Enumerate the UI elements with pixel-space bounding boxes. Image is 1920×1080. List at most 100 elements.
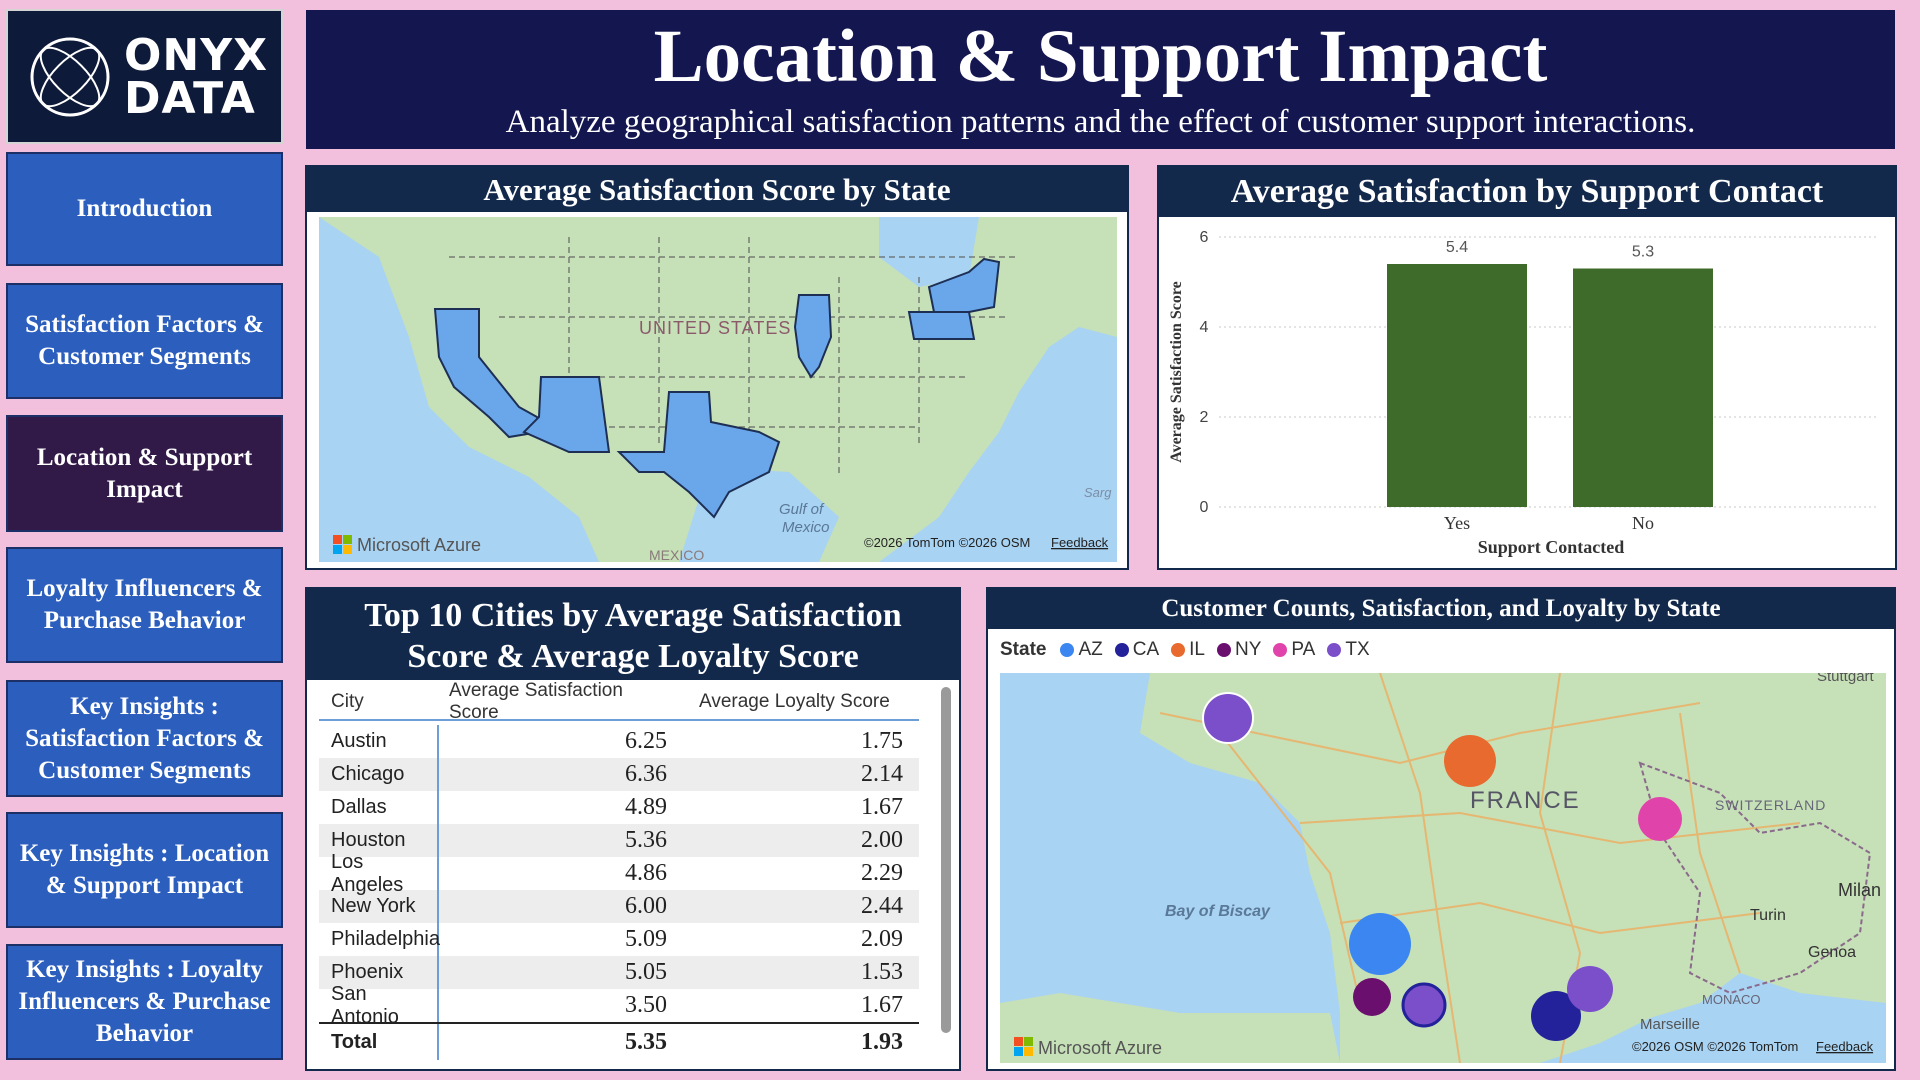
data-label: 5.3 (1632, 244, 1654, 261)
map-copyright: ©2026 TomTom ©2026 OSM (864, 535, 1030, 550)
bubble-map-brand: Microsoft Azure (1038, 1038, 1162, 1058)
svg-text:Sarg: Sarg (1084, 485, 1112, 500)
table-row: Los Angeles 4.86 2.29 (319, 851, 919, 896)
table-scrollbar[interactable] (941, 687, 951, 1033)
svg-text:Milan: Milan (1838, 880, 1881, 900)
bubble-tx-3 (1567, 966, 1613, 1012)
svg-text:Mexico: Mexico (782, 519, 830, 536)
column-header-city[interactable]: City (331, 691, 364, 712)
svg-text:Turin: Turin (1750, 907, 1786, 924)
cities-table: City Average Satisfaction Score Average … (319, 680, 919, 1060)
legend-item-ca[interactable]: CA (1114, 639, 1159, 661)
legend-dot (1273, 643, 1288, 657)
bubble-tx-1 (1202, 692, 1254, 744)
y-axis-label: Average Satisfaction Score (1168, 281, 1185, 463)
legend-item-tx[interactable]: TX (1327, 639, 1370, 661)
column-header-satisfaction[interactable]: Average Satisfaction Score (449, 680, 623, 723)
table-row: New York 6.00 2.44 (319, 890, 919, 923)
france-bubble-map[interactable]: FRANCE SWITZERLAND Bay of Biscay Milan T… (1000, 673, 1886, 1063)
x-tick-label: No (1632, 513, 1654, 533)
bubble-map-feedback-link: Feedback (1816, 1039, 1874, 1054)
svg-text:Stuttgart: Stuttgart (1817, 673, 1875, 685)
legend-item-ny[interactable]: NY (1217, 639, 1261, 661)
svg-text:SWITZERLAND: SWITZERLAND (1715, 797, 1826, 813)
support-contact-chart-panel: Average Satisfaction by Support Contact … (1157, 165, 1897, 570)
table-total-row: Total 5.35 1.93 (319, 1022, 919, 1060)
table-title-line-2: Score & Average Loyalty Score (407, 638, 859, 675)
nav-introduction-button[interactable]: Introduction (6, 152, 283, 266)
svg-text:Genoa: Genoa (1808, 944, 1856, 961)
svg-text:Bay of Biscay: Bay of Biscay (1165, 903, 1271, 920)
nav-satisfaction-factors-button[interactable]: Satisfaction Factors & Customer Segments (6, 283, 283, 399)
page-title: Location & Support Impact (653, 15, 1548, 98)
y-tick-label: 0 (1200, 499, 1209, 516)
legend-dot (1171, 643, 1186, 657)
bubble-tx-2 (1401, 982, 1447, 1028)
nav-label: Introduction (76, 195, 213, 222)
bubble-pa (1638, 797, 1682, 841)
us-map[interactable]: UNITED STATES Gulf of Mexico MEXICO Sarg… (319, 217, 1117, 562)
svg-text:Gulf of: Gulf of (779, 501, 825, 518)
nav-label: Location & Support Impact (36, 443, 253, 503)
legend-item-az[interactable]: AZ (1060, 639, 1103, 661)
state-map-panel: Average Satisfaction Score by State (305, 165, 1129, 570)
bar-yes (1387, 264, 1527, 507)
france-label: FRANCE (1470, 787, 1581, 814)
legend-dot (1060, 643, 1075, 657)
y-tick-label: 4 (1200, 319, 1209, 336)
column-header-loyalty[interactable]: Average Loyalty Score (699, 691, 890, 712)
bubble-il (1444, 735, 1496, 787)
legend-item-il[interactable]: IL (1171, 639, 1205, 661)
state-bubble-map-panel: Customer Counts, Satisfaction, and Loyal… (986, 587, 1896, 1071)
legend-dot (1217, 643, 1232, 657)
logo-line-1: ONYX (124, 29, 269, 81)
bar-chart-title: Average Satisfaction by Support Contact (1159, 167, 1895, 217)
top-cities-table-panel: Top 10 Cities by Average Satisfaction Sc… (305, 587, 961, 1071)
map-feedback-link: Feedback (1051, 535, 1109, 550)
legend-title: State (1000, 639, 1047, 660)
bubble-map-legend: State AZ CA IL NY PA TX (1000, 639, 1376, 661)
nav-key-insights-satisfaction-button[interactable]: Key Insights : Satisfaction Factors & Cu… (6, 680, 283, 797)
bubble-ca (1531, 991, 1581, 1041)
nav-label: Loyalty Influencers & Purchase Behavior (26, 575, 263, 634)
x-tick-label: Yes (1444, 513, 1470, 533)
microsoft-logo-icon (1014, 1037, 1033, 1056)
nav-key-insights-location-button[interactable]: Key Insights : Location & Support Impact (6, 812, 283, 928)
arizona-shape (522, 376, 611, 453)
support-contact-bar-chart: 0 2 4 6 5.4 Yes 5.3 No Support Contacted Average … (1168, 229, 1879, 557)
table-scrollbar-thumb[interactable] (941, 687, 951, 1033)
bubble-ny (1353, 978, 1391, 1016)
bubble-map-title: Customer Counts, Satisfaction, and Loyal… (988, 589, 1894, 629)
table-row: San Antonio 3.50 1.67 (319, 983, 919, 1028)
table-row: Chicago 6.36 2.14 (319, 758, 919, 791)
svg-text:MEXICO: MEXICO (649, 547, 704, 562)
texas-shape (616, 391, 781, 519)
svg-text:MONACO: MONACO (1702, 992, 1761, 1007)
page-header: Location & Support Impact Analyze geogra… (306, 10, 1895, 149)
table-row: Phoenix 5.05 1.53 (319, 956, 919, 989)
country-label: UNITED STATES (639, 318, 791, 338)
table-row: Dallas 4.89 1.67 (319, 791, 919, 824)
state-map-title: Average Satisfaction Score by State (307, 167, 1127, 212)
table-row: Houston 5.36 2.00 (319, 824, 919, 857)
onyx-data-logo: ONYX DATA (6, 9, 283, 144)
y-tick-label: 2 (1200, 409, 1209, 426)
legend-dot (1114, 643, 1129, 657)
table-row: Austin 6.25 1.75 (319, 725, 919, 758)
illinois-shape (793, 294, 833, 379)
data-label: 5.4 (1446, 239, 1468, 256)
microsoft-logo-icon (333, 535, 352, 554)
pennsylvania-shape (907, 311, 976, 340)
table-title-line-1: Top 10 Cities by Average Satisfaction (364, 597, 902, 634)
y-tick-label: 6 (1200, 229, 1209, 246)
nav-key-insights-loyalty-button[interactable]: Key Insights : Loyalty Influencers & Pur… (6, 944, 283, 1060)
map-brand: Microsoft Azure (357, 535, 481, 555)
legend-item-pa[interactable]: PA (1273, 639, 1315, 661)
nav-label: Key Insights : Loyalty Influencers & Pur… (18, 956, 271, 1047)
nav-label: Satisfaction Factors & Customer Segments (25, 311, 264, 370)
nav-label: Key Insights : Location & Support Impact (19, 840, 270, 899)
bubble-az (1349, 913, 1411, 975)
nav-loyalty-influencers-button[interactable]: Loyalty Influencers & Purchase Behavior (6, 547, 283, 663)
svg-text:Marseille: Marseille (1640, 1016, 1700, 1033)
nav-location-support-button[interactable]: Location & Support Impact (6, 415, 283, 532)
